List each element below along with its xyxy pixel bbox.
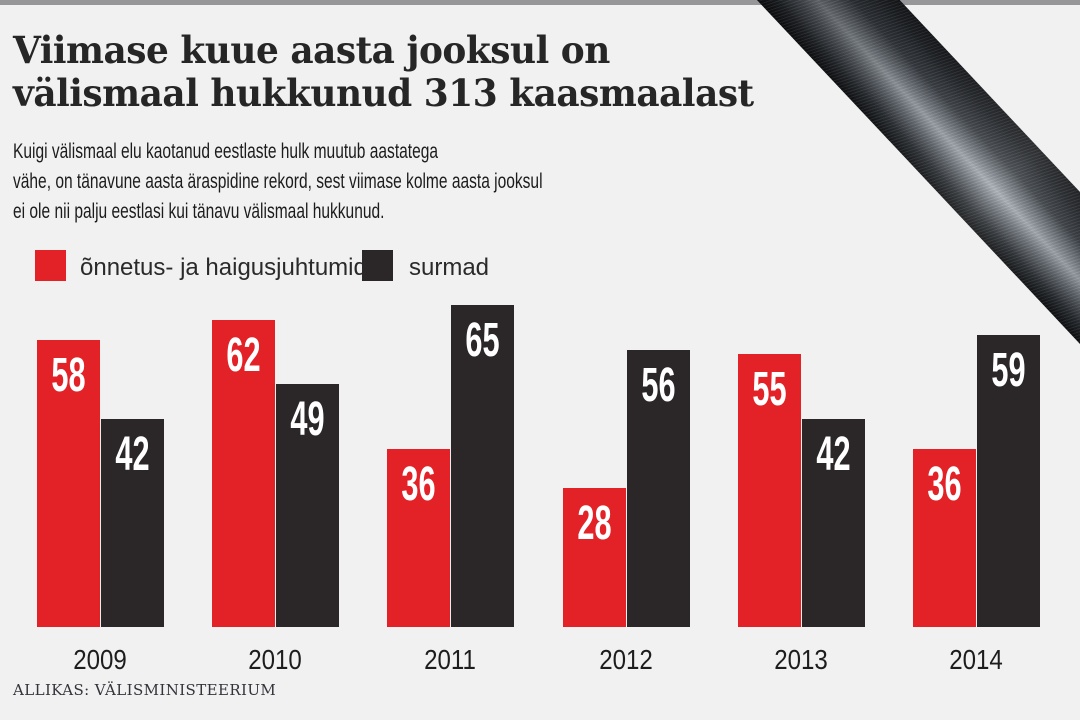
year-label-2014: 2014 xyxy=(949,644,1003,675)
legend-swatch-deaths xyxy=(362,250,393,281)
bar-value-label: 42 xyxy=(115,428,150,481)
title-line-1: Viimase kuue aasta jooksul on xyxy=(13,28,610,72)
bar-value-label: 59 xyxy=(991,344,1026,397)
top-border-strip xyxy=(0,0,1080,5)
accidents-bar-2014: 36 xyxy=(913,449,976,627)
legend-label-accidents: õnnetus- ja haigusjuhtumid xyxy=(80,254,367,281)
bar-value-label: 36 xyxy=(927,458,962,511)
subtitle-line-3: ei ole nii palju eestlasi kui tänavu väl… xyxy=(13,200,385,223)
deaths-bar-2011: 65 xyxy=(451,305,514,627)
bar-value-label: 65 xyxy=(465,314,500,367)
subtitle: Kuigi välismaal elu kaotanud eestlaste h… xyxy=(13,137,543,227)
legend-swatch-accidents xyxy=(35,250,66,281)
year-label-2013: 2013 xyxy=(774,644,828,675)
accidents-bar-2009: 58 xyxy=(37,340,100,627)
year-label-2011: 2011 xyxy=(424,644,476,675)
year-label-2009: 2009 xyxy=(73,644,127,675)
year-label-2010: 2010 xyxy=(248,644,302,675)
title-line-2: välismaal hukkunud 313 kaasmaalast xyxy=(13,71,754,115)
deaths-bar-2013: 42 xyxy=(802,419,865,627)
bar-value-label: 28 xyxy=(577,497,612,550)
bar-value-label: 62 xyxy=(226,329,261,382)
deaths-bar-2014: 59 xyxy=(977,335,1040,627)
accidents-bar-2013: 55 xyxy=(738,354,801,627)
legend-label-deaths: surmad xyxy=(409,254,490,281)
deaths-bar-2012: 56 xyxy=(627,350,690,627)
bar-value-label: 56 xyxy=(641,359,676,412)
source-credit: ALLIKAS: VÄLISMINISTEERIUM xyxy=(13,681,277,699)
bar-value-label: 55 xyxy=(752,363,787,416)
bar-value-label: 49 xyxy=(290,393,325,446)
subtitle-line-1: Kuigi välismaal elu kaotanud eestlaste h… xyxy=(13,140,439,163)
bar-value-label: 58 xyxy=(51,349,86,402)
year-label-2012: 2012 xyxy=(599,644,653,675)
bar-value-label: 36 xyxy=(401,458,436,511)
deaths-bar-2009: 42 xyxy=(101,419,164,627)
accidents-bar-2011: 36 xyxy=(387,449,450,627)
accidents-bar-2010: 62 xyxy=(212,320,275,627)
accidents-bar-2012: 28 xyxy=(563,488,626,627)
bar-value-label: 42 xyxy=(816,428,851,481)
deaths-bar-2010: 49 xyxy=(276,384,339,627)
page-title: Viimase kuue aasta jooksul on välismaal … xyxy=(13,29,754,115)
subtitle-line-2: vähe, on tänavune aasta äraspidine rekor… xyxy=(13,170,543,193)
